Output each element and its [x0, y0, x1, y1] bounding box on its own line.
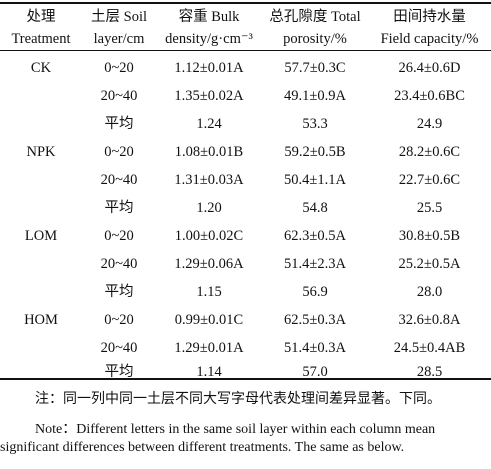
- cell-field: 24.5±0.4AB: [393, 340, 466, 356]
- cell-bulk: 0.99±0.01C: [174, 312, 244, 328]
- table-row: NPK 0~20 1.08±0.01B 59.2±0.5B 28.2±0.6C: [0, 138, 491, 166]
- cell-treatment: HOM: [24, 312, 58, 328]
- cell-porosity: 57.0: [302, 364, 328, 380]
- cell-bulk: 1.00±0.02C: [174, 228, 244, 244]
- cell-field: 28.5: [416, 364, 443, 380]
- header-layer: 土层 Soil layer/cm: [84, 6, 154, 50]
- cell-layer: 平均: [104, 284, 134, 300]
- table-row: 平均 1.15 56.9 28.0: [0, 278, 491, 306]
- header-porosity: 总孔隙度 Total porosity/%: [262, 6, 368, 50]
- cell-porosity: 62.3±0.5A: [284, 228, 346, 244]
- cell-field: 22.7±0.6C: [398, 172, 461, 188]
- cell-bulk: 1.29±0.01A: [174, 340, 244, 356]
- header-layer-line1: 土层 Soil: [91, 9, 147, 25]
- cell-bulk: 1.14: [196, 364, 222, 380]
- cell-field: 28.0: [416, 284, 443, 300]
- header-layer-line2: layer/cm: [93, 31, 145, 47]
- table-top-rule: [0, 2, 491, 4]
- table-bottom-rule: [0, 378, 491, 380]
- cell-layer: 平均: [104, 200, 134, 216]
- cell-porosity: 56.9: [302, 284, 328, 300]
- table-note-english-line1: Note：Different letters in the same soil …: [35, 422, 436, 437]
- table-row: 20~40 1.31±0.03A 50.4±1.1A 22.7±0.6C: [0, 166, 491, 194]
- cell-bulk: 1.12±0.01A: [174, 60, 244, 76]
- cell-treatment: [0, 82, 82, 110]
- cell-porosity: 50.4±1.1A: [284, 172, 346, 188]
- table-row: CK 0~20 1.12±0.01A 57.7±0.3C 26.4±0.6D: [0, 54, 491, 82]
- cell-layer: 20~40: [100, 340, 138, 356]
- cell-treatment: [0, 166, 82, 194]
- header-porosity-line2: porosity/%: [283, 31, 347, 47]
- cell-layer: 平均: [104, 364, 134, 380]
- cell-porosity: 51.4±0.3A: [284, 340, 346, 356]
- cell-porosity: 54.8: [302, 200, 328, 216]
- table-row: 平均 1.24 53.3 24.9: [0, 110, 491, 138]
- cell-field: 30.8±0.5B: [398, 228, 461, 244]
- cell-bulk: 1.24: [196, 116, 222, 132]
- table-row: 平均 1.14 57.0 28.5: [0, 358, 491, 386]
- cell-field: 26.4±0.6D: [398, 60, 461, 76]
- header-bulk-density: 容重 Bulk density/g·cm⁻³: [156, 6, 262, 50]
- cell-bulk: 1.31±0.03A: [174, 172, 244, 188]
- header-field-line1: 田间持水量: [393, 9, 466, 25]
- cell-treatment: LOM: [24, 228, 58, 244]
- table-row: 20~40 1.29±0.06A 51.4±2.3A 25.2±0.5A: [0, 250, 491, 278]
- cell-treatment: [0, 110, 82, 138]
- cell-layer: 0~20: [104, 144, 134, 160]
- cell-field: 23.4±0.6BC: [394, 88, 465, 104]
- table-row: 20~40 1.29±0.01A 51.4±0.3A 24.5±0.4AB: [0, 334, 491, 362]
- header-treatment-zh: 处理: [26, 9, 56, 25]
- cell-bulk: 1.20: [196, 200, 222, 216]
- cell-field: 25.2±0.5A: [398, 256, 461, 272]
- table-row: 平均 1.20 54.8 25.5: [0, 194, 491, 222]
- header-bulk-line1: 容重 Bulk: [178, 9, 240, 25]
- cell-porosity: 53.3: [302, 116, 328, 132]
- table-header-rule: [0, 50, 491, 51]
- cell-porosity: 59.2±0.5B: [284, 144, 346, 160]
- cell-layer: 0~20: [104, 60, 134, 76]
- cell-treatment: CK: [30, 60, 52, 76]
- cell-layer: 平均: [104, 116, 134, 132]
- cell-treatment: [0, 250, 82, 278]
- cell-field: 28.2±0.6C: [398, 144, 461, 160]
- cell-bulk: 1.08±0.01B: [174, 144, 244, 160]
- cell-layer: 0~20: [104, 228, 134, 244]
- cell-layer: 20~40: [100, 88, 138, 104]
- cell-porosity: 51.4±2.3A: [284, 256, 346, 272]
- table-header: 处理 Treatment 土层 Soil layer/cm 容重 Bulk de…: [0, 6, 491, 52]
- cell-treatment: [0, 358, 82, 386]
- header-treatment-en: Treatment: [11, 31, 71, 47]
- cell-porosity: 57.7±0.3C: [284, 60, 346, 76]
- cell-field: 32.6±0.8A: [398, 312, 461, 328]
- table-row: HOM 0~20 0.99±0.01C 62.5±0.3A 32.6±0.8A: [0, 306, 491, 334]
- table-row: LOM 0~20 1.00±0.02C 62.3±0.5A 30.8±0.5B: [0, 222, 491, 250]
- cell-porosity: 49.1±0.9A: [284, 88, 346, 104]
- cell-bulk: 1.29±0.06A: [174, 256, 244, 272]
- table-note-chinese: 注：同一列中同一土层不同大写字母代表处理间差异显著。下同。: [35, 392, 441, 407]
- cell-treatment: [0, 194, 82, 222]
- cell-field: 25.5: [416, 200, 443, 216]
- cell-layer: 20~40: [100, 256, 138, 272]
- header-field-capacity: 田间持水量 Field capacity/%: [368, 6, 491, 50]
- cell-treatment: NPK: [26, 144, 56, 160]
- cell-treatment: [0, 278, 82, 306]
- cell-field: 24.9: [416, 116, 443, 132]
- header-bulk-line2: density/g·cm⁻³: [165, 31, 253, 47]
- table-note-english-line2: significant differences between differen…: [0, 440, 405, 455]
- cell-porosity: 62.5±0.3A: [284, 312, 346, 328]
- header-porosity-line1: 总孔隙度 Total: [269, 9, 361, 25]
- cell-bulk: 1.15: [196, 284, 222, 300]
- cell-layer: 0~20: [104, 312, 134, 328]
- cell-layer: 20~40: [100, 172, 138, 188]
- header-treatment: 处理 Treatment: [0, 6, 82, 50]
- header-field-line2: Field capacity/%: [380, 31, 479, 47]
- cell-bulk: 1.35±0.02A: [174, 88, 244, 104]
- table-row: 20~40 1.35±0.02A 49.1±0.9A 23.4±0.6BC: [0, 82, 491, 110]
